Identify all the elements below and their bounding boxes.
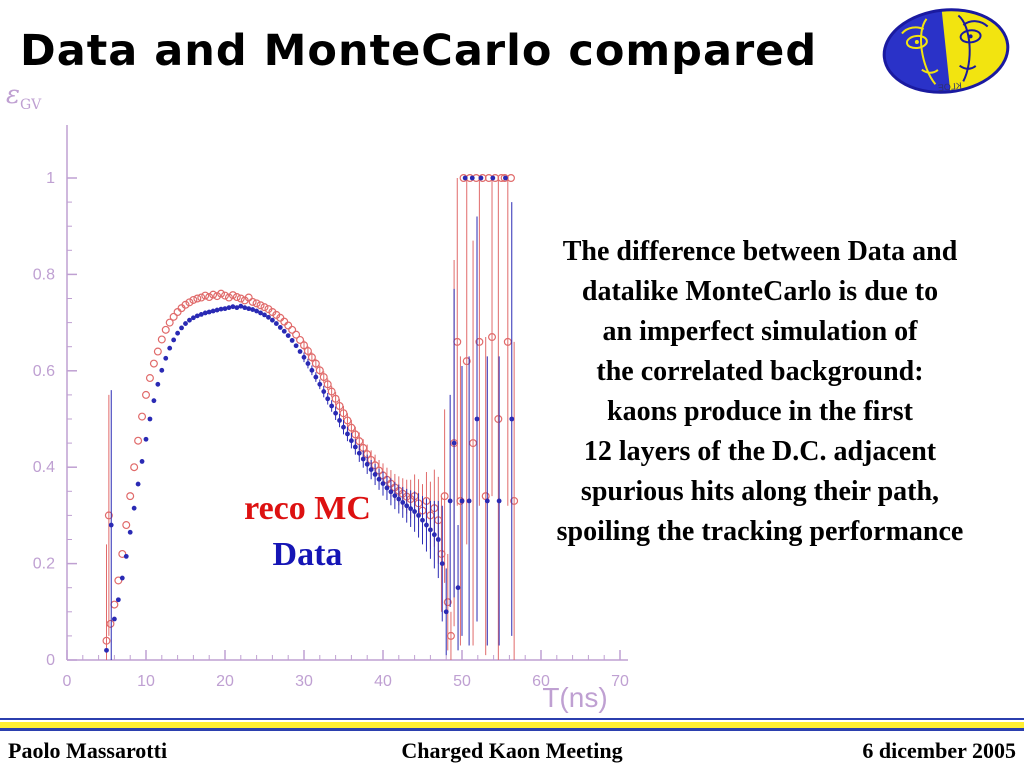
efficiency-plot: 0 0.2 0.4 0.6 0.8 1 0 10 20 30 40 50 60 70 T(ns) [0, 95, 645, 725]
svg-text:40: 40 [374, 673, 392, 690]
svg-text:0.2: 0.2 [33, 556, 55, 573]
body-text-line: kaons produce in the first [607, 396, 913, 427]
epsilon-symbol: ε [6, 80, 20, 110]
legend-mc-label: reco MC [244, 490, 371, 527]
scatter-plot-svg: 00.20.40.60.810 10 20 30 40 50 60 70T(ns) [33, 125, 629, 713]
svg-text:0.4: 0.4 [33, 459, 55, 476]
body-text-line: 12 layers of the D.C. adjacent [583, 436, 937, 467]
body-text-line: an imperfect simulation of [602, 316, 918, 347]
body-text-line: spurious hits along their path, [580, 476, 940, 507]
y-axis-label-subscript: GV [19, 97, 42, 114]
svg-text:60: 60 [532, 673, 550, 690]
body-text-line: datalike MonteCarlo is due to [581, 276, 939, 307]
svg-text:1: 1 [46, 170, 55, 187]
footer-author: Paolo Massarotti [8, 738, 168, 763]
footer-rule-blue [0, 728, 1024, 731]
slide-title: Data and MonteCarlo compared [20, 26, 818, 76]
body-text-line: spoiling the tracking performance [556, 516, 964, 547]
svg-text:70: 70 [611, 673, 629, 690]
footer-date: 6 dicember 2005 [862, 738, 1016, 763]
body-text-line: the correlated background: [596, 356, 924, 387]
svg-text:30: 30 [295, 673, 313, 690]
svg-text:10: 10 [137, 673, 155, 690]
footer-rule [0, 718, 1024, 731]
plot-legend: reco MC Data [210, 486, 405, 578]
svg-text:50: 50 [453, 673, 471, 690]
svg-text:20: 20 [216, 673, 234, 690]
y-axis-label: εGV [6, 80, 41, 113]
svg-text:T(ns): T(ns) [542, 682, 607, 713]
footer-rule-blue [0, 718, 1024, 720]
footer-meeting: Charged Kaon Meeting [401, 738, 623, 763]
footer: Paolo Massarotti Charged Kaon Meeting 6 … [0, 734, 1024, 768]
kloe-logo: KLOE [882, 8, 1010, 94]
footer-rule-yellow [0, 722, 1024, 728]
body-text: The difference between Data and datalike… [498, 232, 1022, 552]
svg-text:0.8: 0.8 [33, 266, 55, 283]
footer-rule-gap [0, 720, 1024, 722]
body-text-line: The difference between Data and [562, 236, 958, 267]
svg-text:0: 0 [46, 652, 55, 669]
legend-data-label: Data [272, 536, 343, 573]
svg-text:0: 0 [63, 673, 72, 690]
svg-text:0.6: 0.6 [33, 363, 55, 380]
svg-text:KLOE: KLOE [937, 81, 962, 93]
